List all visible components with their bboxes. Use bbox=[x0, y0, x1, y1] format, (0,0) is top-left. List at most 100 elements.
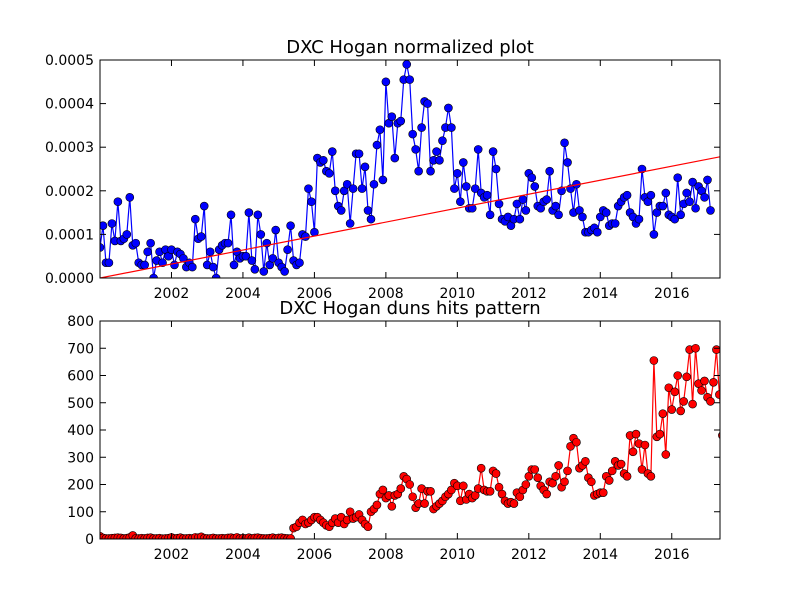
data-point bbox=[450, 184, 459, 193]
data-point bbox=[509, 499, 519, 508]
data-point bbox=[676, 210, 685, 220]
x-tick-label: 2002 bbox=[154, 547, 190, 563]
data-point bbox=[554, 210, 563, 220]
data-point bbox=[363, 522, 373, 532]
data-point bbox=[670, 387, 680, 397]
y-tick-label: 0.0000 bbox=[45, 271, 94, 287]
data-point bbox=[369, 179, 379, 189]
data-point bbox=[408, 492, 417, 502]
y-tick-label: 0.0001 bbox=[45, 227, 94, 243]
y-tick-label: 400 bbox=[67, 423, 94, 439]
data-point bbox=[473, 145, 483, 154]
x-tick-label: 2010 bbox=[440, 286, 476, 302]
data-point bbox=[712, 345, 720, 354]
data-point bbox=[634, 214, 644, 224]
data-point bbox=[357, 184, 367, 193]
data-point bbox=[622, 472, 632, 481]
data-point bbox=[426, 166, 435, 176]
data-point bbox=[703, 175, 712, 185]
data-point bbox=[205, 247, 215, 257]
x-tick-label: 2008 bbox=[368, 286, 404, 302]
data-point bbox=[131, 238, 141, 248]
data-point bbox=[253, 210, 263, 220]
data-point bbox=[664, 383, 674, 393]
data-point bbox=[438, 136, 447, 145]
data-point bbox=[691, 203, 700, 213]
data-point bbox=[327, 147, 337, 156]
data-point bbox=[566, 442, 575, 451]
data-point bbox=[604, 476, 614, 485]
data-point bbox=[598, 488, 608, 497]
data-point bbox=[682, 372, 691, 382]
x-tick-label: 2014 bbox=[582, 547, 618, 563]
y-tick-label: 200 bbox=[67, 478, 94, 494]
data-point bbox=[286, 534, 295, 539]
data-point bbox=[557, 186, 566, 196]
data-point bbox=[324, 169, 334, 178]
data-point bbox=[682, 188, 691, 198]
data-point bbox=[100, 221, 108, 230]
data-point bbox=[435, 155, 444, 165]
data-point bbox=[530, 465, 540, 474]
data-point bbox=[378, 175, 388, 185]
data-point bbox=[268, 254, 278, 263]
data-point bbox=[476, 463, 486, 473]
x-tick-label: 2014 bbox=[582, 286, 618, 302]
y-tick-label: 100 bbox=[67, 505, 94, 521]
data-point bbox=[670, 214, 680, 224]
data-point bbox=[336, 206, 346, 215]
data-point bbox=[554, 461, 563, 470]
data-point bbox=[271, 225, 281, 235]
data-point bbox=[453, 169, 462, 178]
data-point bbox=[593, 227, 602, 237]
data-point bbox=[408, 129, 417, 139]
data-point bbox=[601, 208, 611, 217]
data-point bbox=[542, 195, 551, 204]
data-point bbox=[685, 197, 694, 206]
data-point bbox=[649, 230, 659, 239]
data-point bbox=[610, 219, 620, 228]
data-point bbox=[482, 190, 492, 200]
y-tick-label: 0.0004 bbox=[45, 97, 94, 113]
data-layer bbox=[100, 60, 720, 278]
data-point bbox=[307, 197, 316, 206]
data-point bbox=[247, 256, 257, 265]
data-point bbox=[512, 199, 522, 209]
axes-frame bbox=[99, 320, 721, 540]
data-point bbox=[622, 190, 632, 200]
data-point bbox=[140, 260, 149, 270]
data-point bbox=[250, 264, 260, 274]
data-point bbox=[330, 186, 340, 196]
data-point bbox=[432, 147, 441, 156]
data-point bbox=[655, 429, 665, 439]
x-tick-label: 2016 bbox=[654, 286, 690, 302]
data-point bbox=[396, 484, 406, 493]
data-point bbox=[107, 219, 117, 228]
x-tick-label: 2006 bbox=[297, 286, 333, 302]
data-point bbox=[661, 450, 671, 459]
data-point bbox=[581, 457, 590, 466]
data-point bbox=[223, 238, 233, 248]
data-point bbox=[709, 378, 718, 387]
data-point bbox=[563, 466, 572, 476]
x-tick-label: 2004 bbox=[225, 286, 261, 302]
data-point bbox=[545, 166, 554, 176]
y-tick-label: 0.0003 bbox=[45, 140, 94, 156]
data-point bbox=[518, 195, 528, 204]
data-point bbox=[196, 232, 206, 241]
data-point bbox=[387, 501, 397, 511]
axes-frame bbox=[99, 59, 721, 279]
data-point bbox=[470, 184, 480, 193]
data-point bbox=[697, 386, 706, 395]
y-tick-label: 300 bbox=[67, 450, 94, 466]
data-point bbox=[125, 193, 135, 202]
data-point bbox=[199, 201, 209, 211]
data-point bbox=[143, 247, 152, 257]
y-tick-label: 0.0002 bbox=[45, 184, 94, 200]
data-point bbox=[348, 184, 358, 193]
data-point bbox=[551, 472, 560, 481]
data-point bbox=[631, 429, 641, 439]
data-point bbox=[387, 112, 397, 121]
y-tick-label: 600 bbox=[67, 369, 94, 385]
x-tick-label: 2002 bbox=[154, 286, 190, 302]
